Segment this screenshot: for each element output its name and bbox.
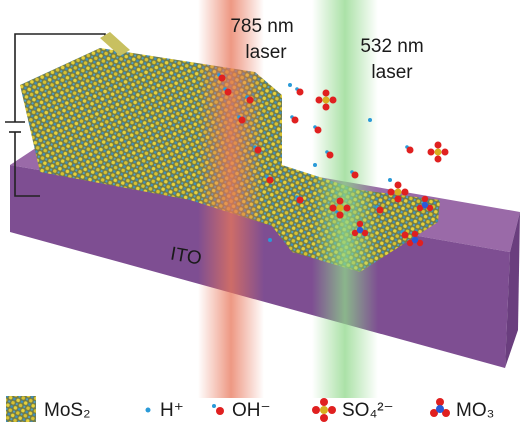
ion (434, 141, 442, 149)
ions (217, 73, 449, 247)
laser-label: laser (371, 62, 413, 83)
ion (288, 83, 292, 87)
ion (406, 239, 414, 247)
ion (266, 176, 274, 184)
ion (441, 148, 449, 156)
legend-icon (216, 407, 224, 415)
ion (434, 148, 442, 156)
ion (296, 196, 304, 204)
laser-label: 785 nm (230, 16, 293, 37)
ion (238, 116, 246, 124)
ion (427, 148, 435, 156)
ion (416, 239, 424, 247)
ion (322, 103, 330, 111)
ito-side (505, 212, 520, 368)
ion (401, 188, 409, 196)
ion (326, 151, 334, 159)
legend-label: H⁺ (160, 400, 184, 421)
ion (401, 231, 409, 239)
ion (394, 181, 402, 189)
legend-label: OH⁻ (232, 400, 271, 421)
ion (315, 96, 323, 104)
laser-label: 532 nm (360, 36, 423, 57)
legend-icon (6, 396, 36, 422)
ion (296, 88, 304, 96)
legend-icon (212, 404, 216, 408)
ion (387, 188, 395, 196)
ion (406, 146, 414, 154)
ion (421, 195, 429, 203)
legend-icon (145, 407, 151, 413)
ion (368, 118, 372, 122)
ion (394, 195, 402, 203)
ion (411, 236, 419, 244)
ion (291, 116, 299, 124)
ion (313, 163, 317, 167)
ion (322, 96, 330, 104)
ion (224, 88, 232, 96)
ion (394, 188, 402, 196)
ion (254, 146, 262, 154)
legend-icon (430, 398, 450, 417)
ion (361, 229, 369, 237)
laser-label: laser (245, 42, 287, 63)
ion (356, 220, 364, 228)
ion (434, 155, 442, 163)
ion (351, 229, 359, 237)
legend-label: MoS₂ (44, 400, 90, 421)
ion (411, 230, 419, 238)
ion (336, 211, 344, 219)
ion (329, 204, 337, 212)
ion (351, 171, 359, 179)
ion (388, 178, 392, 182)
ion (322, 89, 330, 97)
ion (416, 204, 424, 212)
legend-label: MO₃ (456, 400, 494, 421)
ion (426, 204, 434, 212)
ion (329, 96, 337, 104)
electrode (100, 32, 130, 56)
laser-532-beam (312, 0, 378, 398)
ion (246, 96, 254, 104)
laser-785-beam (198, 0, 264, 398)
legend: MoS₂ H⁺ OH⁻ SO₄²⁻ MO₃ (6, 396, 494, 422)
ion (218, 74, 226, 82)
ion (376, 206, 384, 214)
ion (314, 126, 322, 134)
ion (343, 204, 351, 212)
ion (268, 238, 272, 242)
legend-icon (312, 398, 336, 422)
ion (356, 226, 364, 234)
ion (336, 197, 344, 205)
legend-label: SO₄²⁻ (342, 400, 394, 421)
ion (421, 201, 429, 209)
ion (336, 204, 344, 212)
